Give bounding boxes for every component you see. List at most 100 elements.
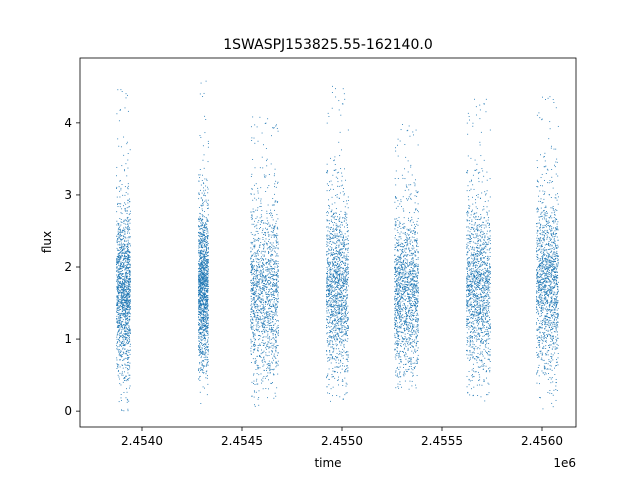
data-point — [257, 349, 259, 351]
data-point — [275, 307, 277, 309]
data-point — [268, 320, 270, 322]
data-point — [127, 349, 129, 351]
data-point — [263, 264, 265, 266]
data-point — [124, 297, 126, 299]
data-point — [276, 354, 278, 356]
data-point — [326, 183, 328, 185]
data-point — [126, 328, 128, 330]
data-point — [257, 312, 259, 314]
data-point — [202, 351, 204, 353]
data-point — [333, 371, 335, 373]
data-point — [255, 283, 257, 285]
data-point — [263, 323, 265, 325]
data-point — [339, 289, 341, 291]
data-point — [326, 354, 328, 356]
data-point — [119, 257, 121, 259]
data-point — [264, 301, 266, 303]
data-point — [125, 330, 127, 332]
data-point — [119, 286, 121, 288]
data-point — [272, 382, 273, 383]
data-point — [205, 245, 207, 247]
data-point — [116, 320, 118, 322]
data-point — [119, 322, 121, 324]
data-point — [253, 276, 255, 278]
data-point — [275, 275, 277, 276]
data-point — [199, 303, 201, 305]
data-point — [340, 332, 342, 334]
data-point — [124, 261, 126, 263]
data-point — [200, 289, 201, 291]
data-point — [207, 314, 209, 316]
data-point — [127, 399, 129, 401]
data-point — [276, 241, 278, 243]
data-point — [342, 240, 344, 241]
data-point — [256, 266, 258, 268]
data-point — [337, 256, 339, 258]
data-point — [273, 127, 275, 129]
data-point — [256, 310, 258, 311]
data-point — [198, 312, 200, 314]
data-point — [129, 374, 131, 376]
data-point — [122, 312, 124, 314]
data-point — [127, 216, 129, 218]
data-point — [126, 264, 128, 266]
data-point — [336, 172, 338, 174]
data-point — [343, 257, 345, 259]
data-point — [118, 249, 120, 251]
data-point — [124, 300, 126, 302]
data-point — [257, 330, 259, 332]
data-point — [252, 319, 254, 321]
data-point — [206, 272, 208, 274]
data-point — [199, 244, 201, 246]
data-point — [116, 287, 118, 289]
data-point — [121, 245, 123, 247]
data-point — [271, 273, 273, 275]
data-point — [266, 316, 268, 318]
data-point — [275, 255, 277, 257]
data-point — [261, 379, 263, 381]
data-point — [263, 271, 265, 273]
data-point — [276, 271, 278, 273]
data-point — [200, 338, 202, 340]
data-point — [119, 290, 121, 292]
data-point — [253, 324, 255, 326]
data-point — [257, 383, 259, 385]
data-point — [199, 315, 201, 317]
data-point — [119, 327, 121, 329]
data-point — [273, 227, 275, 229]
data-point — [261, 322, 263, 324]
data-point — [271, 328, 273, 330]
data-point — [340, 234, 342, 236]
data-point — [120, 257, 122, 259]
data-point — [267, 259, 269, 261]
data-point — [337, 293, 339, 295]
data-point — [205, 266, 207, 268]
data-point — [250, 281, 252, 283]
data-point — [129, 343, 131, 345]
data-point — [330, 306, 332, 308]
data-point — [127, 311, 129, 313]
data-point — [123, 154, 125, 156]
data-point — [203, 245, 205, 247]
data-point — [258, 274, 260, 276]
data-point — [129, 299, 130, 301]
data-point — [119, 378, 121, 380]
data-point — [198, 260, 200, 262]
data-point — [269, 288, 271, 290]
data-point — [128, 282, 129, 284]
data-point — [117, 256, 119, 258]
data-point — [252, 299, 254, 301]
data-point — [201, 360, 203, 362]
data-point — [199, 312, 201, 314]
data-point — [268, 252, 270, 253]
data-point — [123, 205, 124, 207]
data-point — [198, 245, 200, 247]
data-point — [198, 243, 200, 245]
data-point — [345, 299, 347, 301]
data-point — [334, 338, 336, 340]
data-point — [257, 329, 259, 330]
data-point — [128, 309, 130, 311]
data-point — [201, 240, 203, 241]
data-point — [206, 288, 208, 289]
